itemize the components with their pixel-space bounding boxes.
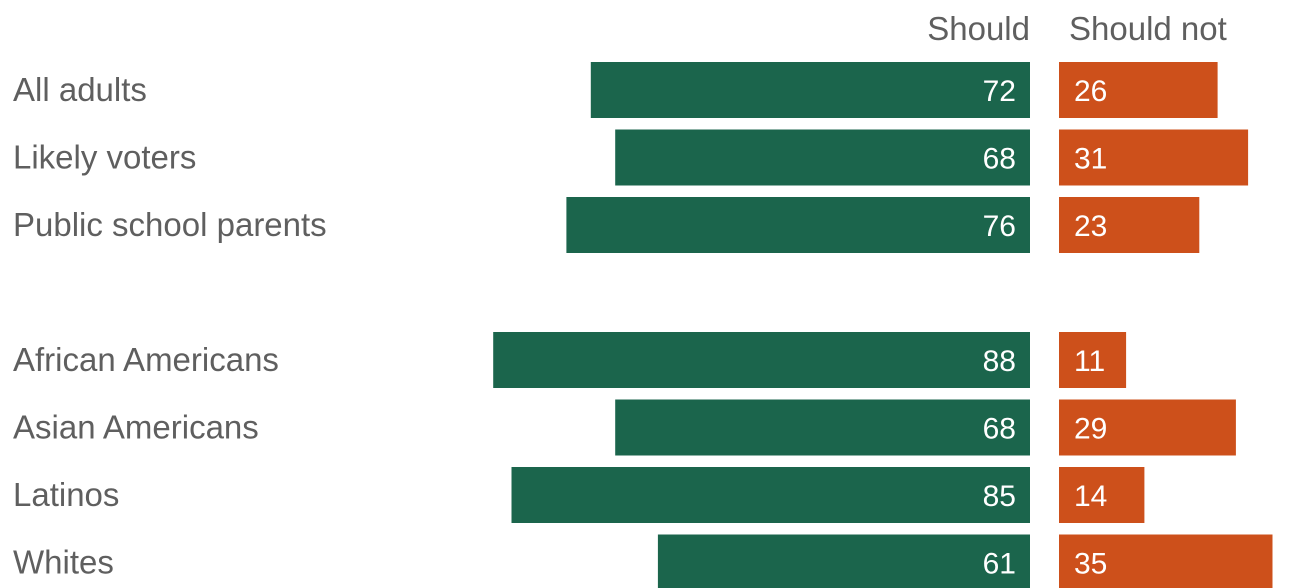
bar-should-public-school-parents — [566, 197, 1030, 253]
value-label-should-not-african-americans: 11 — [1074, 345, 1105, 378]
bar-should-likely-voters — [615, 129, 1030, 186]
value-label-should-asian-americans: 68 — [983, 413, 1016, 446]
row-asian-americans: Asian Americans 68 29 — [13, 399, 1236, 456]
category-label-likely-voters: Likely voters — [13, 139, 196, 176]
value-label-should-not-asian-americans: 29 — [1074, 413, 1107, 446]
value-label-should-not-whites: 35 — [1074, 548, 1107, 581]
bar-should-asian-americans — [615, 399, 1030, 456]
bar-should-not-likely-voters — [1059, 129, 1249, 186]
bar-should-not-public-school-parents — [1059, 197, 1200, 253]
category-label-latinos: Latinos — [13, 476, 119, 513]
column-headers: Should Should not — [927, 10, 1227, 47]
category-label-all-adults: All adults — [13, 71, 147, 108]
value-label-should-latinos: 85 — [983, 480, 1016, 513]
row-whites: Whites 61 35 — [13, 534, 1273, 588]
value-label-should-african-americans: 88 — [983, 345, 1016, 378]
value-label-should-not-public-school-parents: 23 — [1074, 210, 1107, 243]
chart-rows: All adults 72 26 Likely voters 68 31 Public sc… — [13, 62, 1273, 588]
row-likely-voters: Likely voters 68 31 — [13, 129, 1249, 186]
value-label-should-whites: 61 — [983, 548, 1016, 581]
row-public-school-parents: Public school parents 76 23 — [13, 197, 1200, 253]
bar-should-not-latinos — [1059, 467, 1145, 523]
row-african-americans: African Americans 88 11 — [13, 332, 1127, 388]
header-should: Should — [927, 10, 1030, 47]
category-label-african-americans: African Americans — [13, 341, 279, 378]
row-latinos: Latinos 85 14 — [13, 467, 1145, 523]
row-all-adults: All adults 72 26 — [13, 62, 1218, 118]
value-label-should-public-school-parents: 76 — [983, 210, 1016, 243]
bar-should-whites — [657, 534, 1030, 588]
bar-should-all-adults — [590, 62, 1030, 118]
header-should-not: Should not — [1069, 10, 1227, 47]
bar-should-latinos — [511, 467, 1030, 523]
bar-should-not-african-americans — [1059, 332, 1127, 388]
category-label-public-school-parents: Public school parents — [13, 206, 327, 243]
value-label-should-likely-voters: 68 — [983, 143, 1016, 176]
value-label-should-not-all-adults: 26 — [1074, 75, 1107, 108]
bar-should-not-all-adults — [1059, 62, 1218, 118]
value-label-should-not-likely-voters: 31 — [1074, 143, 1107, 176]
value-label-should-not-latinos: 14 — [1074, 480, 1107, 513]
category-label-asian-americans: Asian Americans — [13, 409, 259, 446]
bar-should-not-whites — [1059, 534, 1273, 588]
bar-should-not-asian-americans — [1059, 399, 1236, 456]
value-label-should-all-adults: 72 — [983, 75, 1016, 108]
bar-should-african-americans — [493, 332, 1030, 388]
category-label-whites: Whites — [13, 544, 114, 581]
